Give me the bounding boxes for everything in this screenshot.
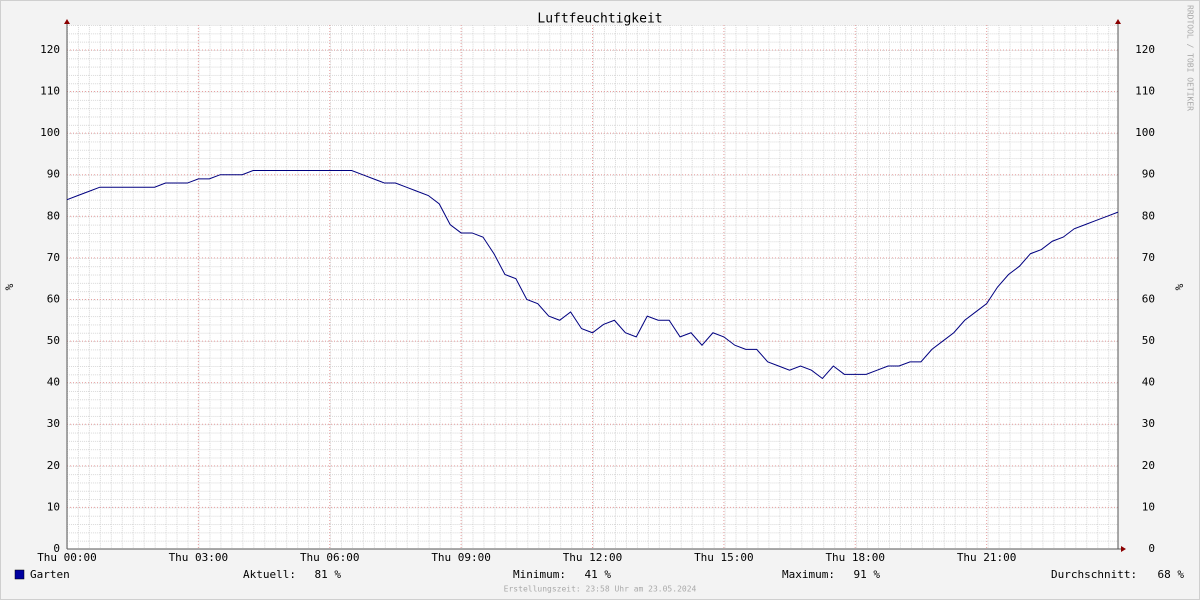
y-tick-label-right: 90 (1142, 168, 1155, 181)
y-tick-label-right: 30 (1142, 417, 1155, 430)
y-tick-label: 80 (47, 209, 60, 222)
x-tick-label: Thu 00:00 (37, 551, 97, 564)
x-tick-label: Thu 18:00 (825, 551, 885, 564)
legend-label: Garten (30, 568, 70, 581)
y-tick-label: 50 (47, 334, 60, 347)
y-tick-label: 60 (47, 292, 60, 305)
y-tick-label-right: 80 (1142, 209, 1155, 222)
stat-value: 91 % (854, 568, 881, 581)
y-tick-label: 10 (47, 500, 60, 513)
stat-label: Durchschnitt: (1051, 568, 1137, 581)
y-tick-label: 40 (47, 376, 60, 389)
stat-label: Minimum: (513, 568, 566, 581)
x-tick-label: Thu 12:00 (563, 551, 623, 564)
y-tick-label: 120 (40, 43, 60, 56)
y-axis-label: % (3, 283, 16, 290)
y-tick-label: 0 (53, 542, 60, 555)
y-tick-label: 30 (47, 417, 60, 430)
x-tick-label: Thu 21:00 (957, 551, 1017, 564)
stat-value: 68 % (1158, 568, 1185, 581)
y-tick-label: 70 (47, 251, 60, 264)
y-tick-label-right: 70 (1142, 251, 1155, 264)
x-tick-label: Thu 06:00 (300, 551, 360, 564)
y-tick-label-right: 60 (1142, 292, 1155, 305)
y-axis-label-right: % (1173, 283, 1186, 290)
y-tick-label: 20 (47, 459, 60, 472)
y-tick-label: 90 (47, 168, 60, 181)
stat-label: Aktuell: (243, 568, 296, 581)
footer: Erstellungszeit: 23:58 Uhr am 23.05.2024 (504, 585, 697, 594)
y-tick-label-right: 120 (1135, 43, 1155, 56)
y-tick-label: 110 (40, 85, 60, 98)
y-tick-label-right: 110 (1135, 85, 1155, 98)
legend-swatch (14, 569, 25, 580)
stat-value: 81 % (315, 568, 342, 581)
axes (64, 19, 1126, 552)
x-tick-label: Thu 09:00 (431, 551, 491, 564)
chart-title: Luftfeuchtigkeit (537, 12, 662, 27)
y-tick-label-right: 20 (1142, 459, 1155, 472)
y-tick-label-right: 0 (1148, 542, 1155, 555)
y-tick-label-right: 100 (1135, 126, 1155, 139)
x-tick-label: Thu 15:00 (694, 551, 754, 564)
y-tick-label-right: 50 (1142, 334, 1155, 347)
x-tick-label: Thu 03:00 (169, 551, 229, 564)
y-tick-label: 100 (40, 126, 60, 139)
watermark: RRDTOOL / TOBI OETIKER (1186, 5, 1195, 111)
y-tick-label-right: 10 (1142, 500, 1155, 513)
stat-value: 41 % (585, 568, 612, 581)
series-line (66, 170, 1119, 380)
y-tick-label-right: 40 (1142, 376, 1155, 389)
stat-label: Maximum: (782, 568, 835, 581)
